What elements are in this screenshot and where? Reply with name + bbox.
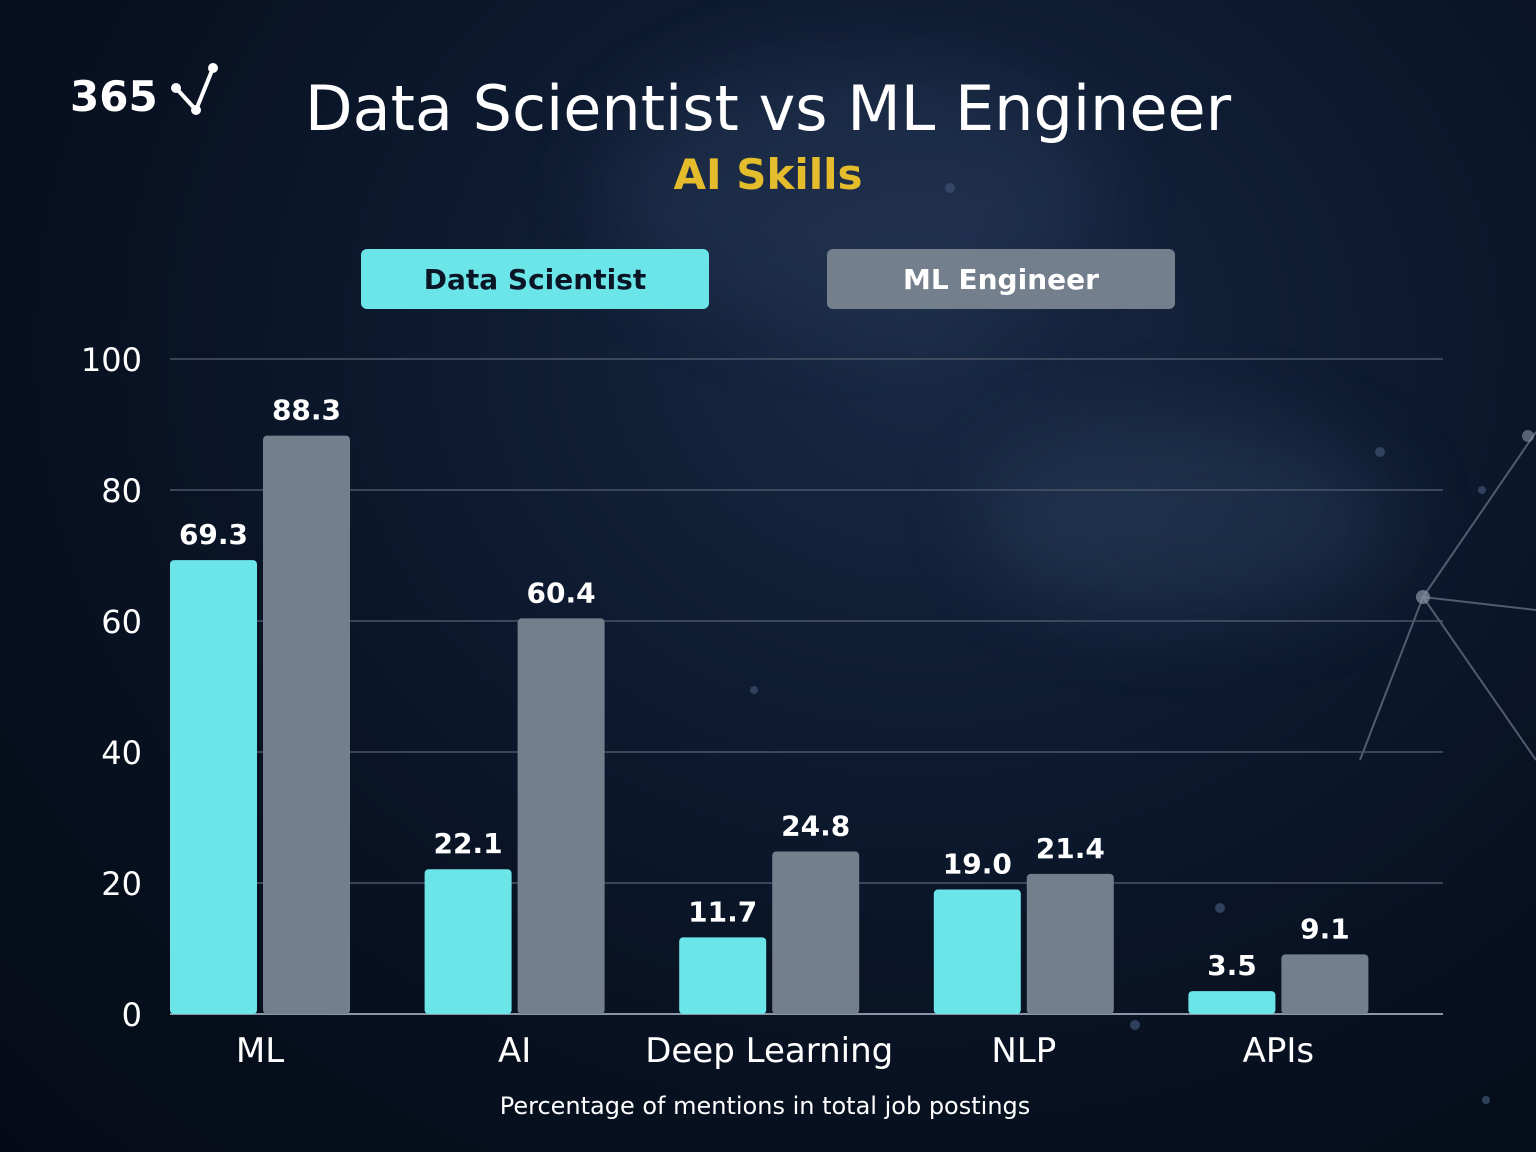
chart-subtitle: AI Skills <box>673 150 863 199</box>
data-label: 3.5 <box>1207 949 1257 982</box>
bar <box>933 889 1021 1014</box>
data-label: 60.4 <box>527 576 596 609</box>
brand-logo: 365 <box>70 60 230 130</box>
legend-data-scientist: Data Scientist <box>361 249 709 309</box>
x-tick-label: Deep Learning <box>645 1031 893 1071</box>
x-axis-title: Percentage of mentions in total job post… <box>499 1092 1031 1120</box>
data-label: 19.0 <box>943 848 1012 881</box>
bar <box>772 851 860 1014</box>
logo-text: 365 <box>70 72 158 121</box>
chart-title: Data Scientist vs ML Engineer <box>304 72 1232 145</box>
data-label: 69.3 <box>179 518 248 551</box>
data-label: 11.7 <box>688 895 757 928</box>
bar <box>517 618 605 1014</box>
bar <box>263 435 350 1014</box>
x-tick-label: NLP <box>991 1031 1056 1071</box>
data-label: 88.3 <box>272 394 341 427</box>
y-tick-label: 0 <box>122 996 142 1034</box>
x-tick-label: APIs <box>1243 1031 1315 1071</box>
data-label: 22.1 <box>434 827 503 860</box>
x-tick-label: ML <box>236 1031 284 1071</box>
bar <box>424 869 512 1014</box>
x-tick-label: AI <box>498 1031 531 1071</box>
y-tick-label: 20 <box>101 865 142 903</box>
data-label: 24.8 <box>781 810 850 843</box>
bar <box>679 937 767 1014</box>
legend-ml-engineer: ML Engineer <box>827 249 1175 309</box>
checkmark-logo-icon <box>171 63 218 115</box>
bar <box>170 560 257 1014</box>
data-label: 21.4 <box>1036 832 1105 865</box>
bar <box>1026 873 1114 1014</box>
bar <box>1281 954 1369 1014</box>
y-tick-label: 60 <box>101 603 142 641</box>
bar <box>1188 991 1276 1014</box>
y-tick-label: 40 <box>101 734 142 772</box>
y-tick-label: 80 <box>101 472 142 510</box>
data-label: 9.1 <box>1300 912 1350 945</box>
y-tick-label: 100 <box>81 341 142 379</box>
